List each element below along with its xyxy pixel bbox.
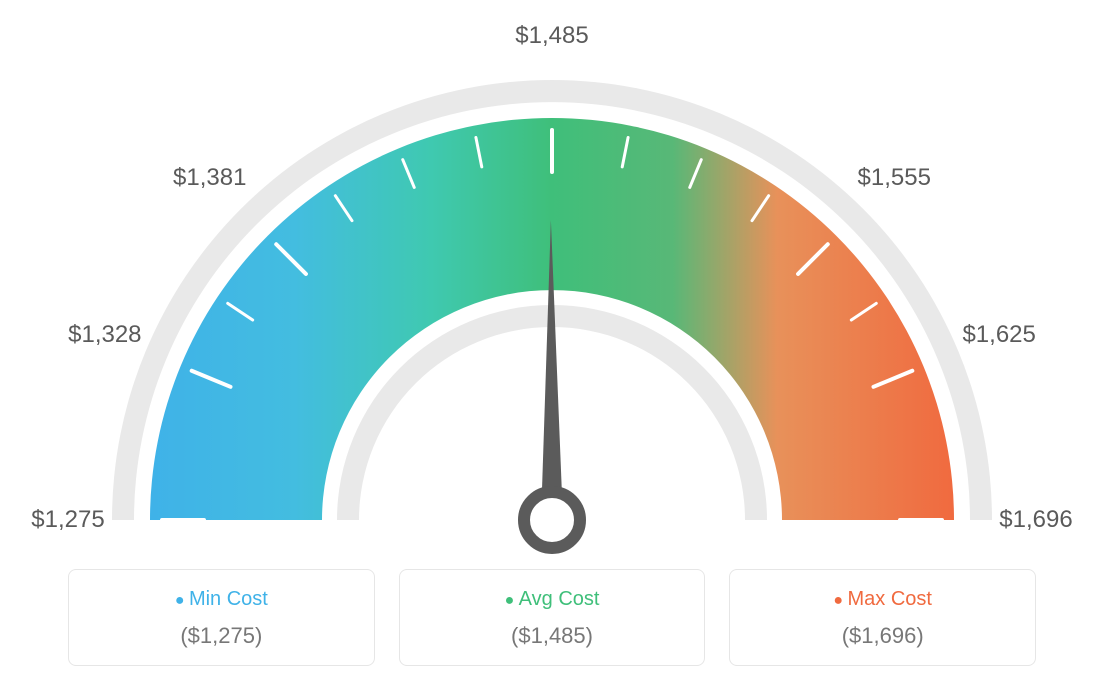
legend-card-avg: Avg Cost ($1,485) (399, 569, 706, 666)
gauge-tick-label: $1,696 (999, 506, 1072, 534)
cost-gauge-chart: $1,275 $1,328 $1,381 $1,485 $1,555 $1,625 $1,6… (0, 0, 1104, 690)
gauge-tick-label: $1,625 (962, 321, 1035, 349)
gauge-svg (0, 0, 1104, 560)
gauge-tick-label: $1,328 (68, 321, 141, 349)
legend-title-avg: Avg Cost (410, 588, 695, 611)
gauge-tick-label: $1,485 (515, 22, 588, 50)
gauge-tick-label: $1,555 (858, 164, 931, 192)
legend-title-max: Max Cost (740, 588, 1025, 611)
legend-title-min: Min Cost (79, 588, 364, 611)
legend-value-avg: ($1,485) (410, 623, 695, 649)
legend-value-min: ($1,275) (79, 623, 364, 649)
legend-value-max: ($1,696) (740, 623, 1025, 649)
legend-card-min: Min Cost ($1,275) (68, 569, 375, 666)
legend-card-max: Max Cost ($1,696) (729, 569, 1036, 666)
gauge: $1,275 $1,328 $1,381 $1,485 $1,555 $1,625 $1,6… (0, 0, 1104, 560)
gauge-tick-label: $1,381 (173, 164, 246, 192)
gauge-tick-label: $1,275 (31, 506, 104, 534)
legend-row: Min Cost ($1,275) Avg Cost ($1,485) Max … (68, 569, 1036, 666)
